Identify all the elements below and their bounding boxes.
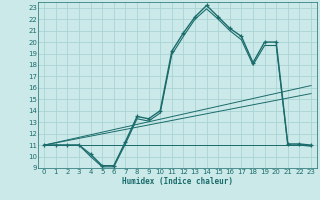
- X-axis label: Humidex (Indice chaleur): Humidex (Indice chaleur): [122, 177, 233, 186]
